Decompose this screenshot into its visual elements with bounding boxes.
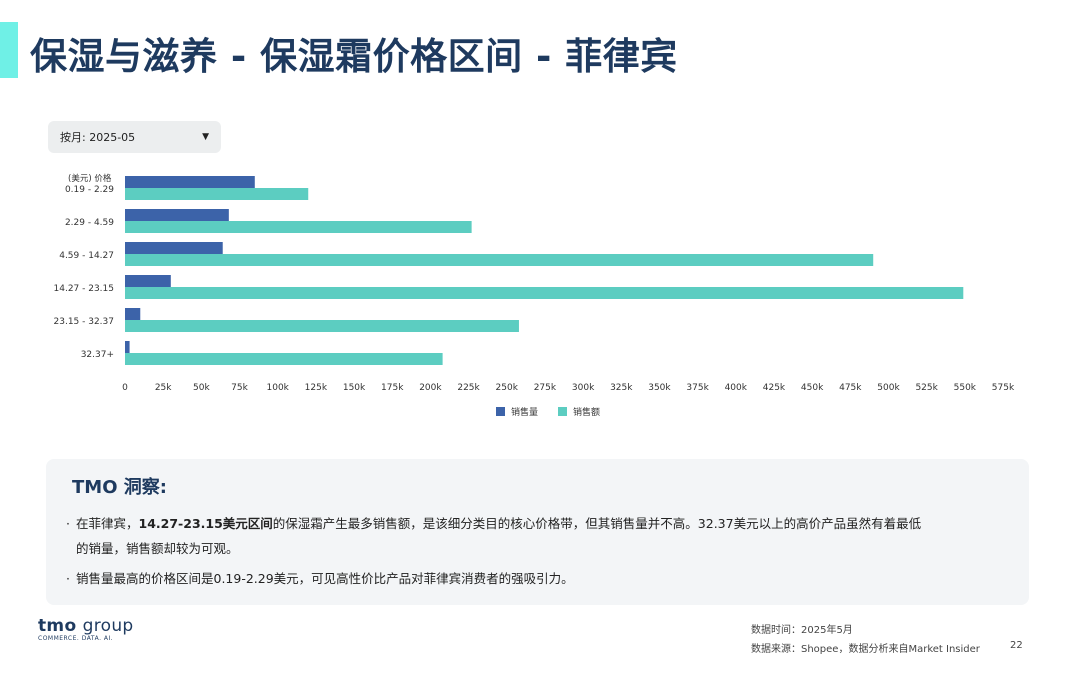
x-tick-label: 575k (992, 383, 1015, 393)
x-tick-label: 75k (231, 383, 248, 393)
x-tick-label: 350k (648, 383, 671, 393)
bullet-2-text: 销售量最高的价格区间是0.19-2.29美元，可见高性价比产品对菲律宾消费者的强… (76, 571, 574, 586)
bar-volume-2 (125, 242, 223, 254)
bullet-1-post: 的保湿霜产生最多销售额，是该细分类目的核心价格带，但其销售量并不高。32.37美… (272, 516, 922, 531)
title-accent-bar (0, 22, 18, 78)
legend-swatch-0 (496, 407, 505, 416)
x-tick-label: 325k (610, 383, 633, 393)
y-tick-label: 0.19 - 2.29 (65, 185, 114, 195)
x-tick-label: 200k (419, 383, 442, 393)
x-tick-label: 550k (954, 383, 977, 393)
page-number: 22 (1010, 640, 1023, 651)
y-axis-title: (美元) 价格 (68, 173, 112, 184)
y-tick-label: 2.29 - 4.59 (65, 218, 114, 228)
legend-label-1: 销售额 (573, 406, 600, 418)
y-tick-label: 32.37+ (81, 350, 114, 360)
bar-revenue-1 (125, 221, 472, 233)
month-filter-dropdown[interactable]: 按月: 2025-05 ▼ (48, 121, 221, 153)
chart-legend: 销售量 销售额 (496, 406, 600, 418)
bar-revenue-4 (125, 320, 519, 332)
footer-data-source: 数据来源：Shopee，数据分析来自Market Insider (751, 644, 980, 655)
caret-down-icon: ▼ (202, 132, 209, 142)
x-tick-label: 375k (686, 383, 709, 393)
bar-volume-4 (125, 308, 141, 320)
month-filter-label: 按月: 2025-05 (60, 131, 136, 144)
bullet-dot: · (66, 516, 70, 531)
x-tick-label: 450k (801, 383, 824, 393)
x-tick-label: 250k (496, 383, 519, 393)
x-tick-label: 425k (763, 383, 786, 393)
x-tick-label: 25k (155, 383, 172, 393)
bar-volume-1 (125, 209, 229, 221)
x-tick-label: 0 (122, 383, 128, 393)
bar-revenue-0 (125, 188, 309, 200)
footer-data-date: 数据时间：2025年5月 (751, 625, 853, 636)
chart-y-labels: 0.19 - 2.29 2.29 - 4.59 4.59 - 14.27 14.27 … (54, 173, 115, 360)
bullet-dot: · (66, 571, 70, 586)
tmo-group-logo: tmo group COMMERCE. DATA. AI. (38, 616, 134, 642)
page-title: 保湿与滋养 - 保湿霜价格区间 - 菲律宾 (30, 35, 678, 78)
bar-volume-0 (125, 176, 255, 188)
y-tick-label: 23.15 - 32.37 (54, 317, 115, 327)
x-tick-label: 500k (877, 383, 900, 393)
x-tick-label: 125k (305, 383, 328, 393)
x-tick-label: 400k (725, 383, 748, 393)
chart-x-labels: 0 25k 50k 75k 100k 125k 150k 175k 200k 225k 250k 27… (122, 383, 1015, 393)
insight-panel: TMO 洞察: · 在菲律宾，14.27-23.15美元区间的保湿霜产生最多销售额… (46, 459, 1029, 605)
x-tick-label: 225k (457, 383, 480, 393)
bullet-1-highlight: 14.27-23.15美元区间 (138, 516, 273, 531)
x-tick-label: 50k (193, 383, 210, 393)
bar-revenue-5 (125, 353, 443, 365)
x-tick-label: 475k (839, 383, 862, 393)
x-tick-label: 100k (267, 383, 290, 393)
logo-brand: tmo (38, 616, 77, 636)
y-tick-label: 4.59 - 14.27 (59, 251, 114, 261)
x-tick-label: 275k (534, 383, 557, 393)
insight-bullet-1: · 在菲律宾，14.27-23.15美元区间的保湿霜产生最多销售额，是该细分类目的… (66, 511, 996, 561)
x-tick-label: 150k (343, 383, 366, 393)
x-tick-label: 525k (915, 383, 938, 393)
chart-bars (125, 176, 964, 365)
legend-label-0: 销售量 (511, 406, 538, 418)
bar-volume-3 (125, 275, 171, 287)
bar-revenue-3 (125, 287, 964, 299)
bar-volume-5 (125, 341, 130, 353)
bar-revenue-2 (125, 254, 874, 266)
bullet-1-continuation: 的销量，销售额却较为可观。 (76, 541, 239, 556)
price-range-bar-chart: 0.19 - 2.29 2.29 - 4.59 4.59 - 14.27 14.27 … (54, 173, 1015, 418)
insight-title: TMO 洞察: (72, 477, 167, 498)
x-tick-label: 300k (572, 383, 595, 393)
bullet-1-pre: 在菲律宾， (76, 516, 139, 531)
logo-group: group (82, 616, 134, 636)
logo-tagline: COMMERCE. DATA. AI. (38, 635, 114, 642)
legend-swatch-1 (558, 407, 567, 416)
insight-bullet-2: · 销售量最高的价格区间是0.19-2.29美元，可见高性价比产品对菲律宾消费者的… (66, 566, 996, 591)
y-tick-label: 14.27 - 23.15 (54, 284, 115, 294)
x-tick-label: 175k (381, 383, 404, 393)
